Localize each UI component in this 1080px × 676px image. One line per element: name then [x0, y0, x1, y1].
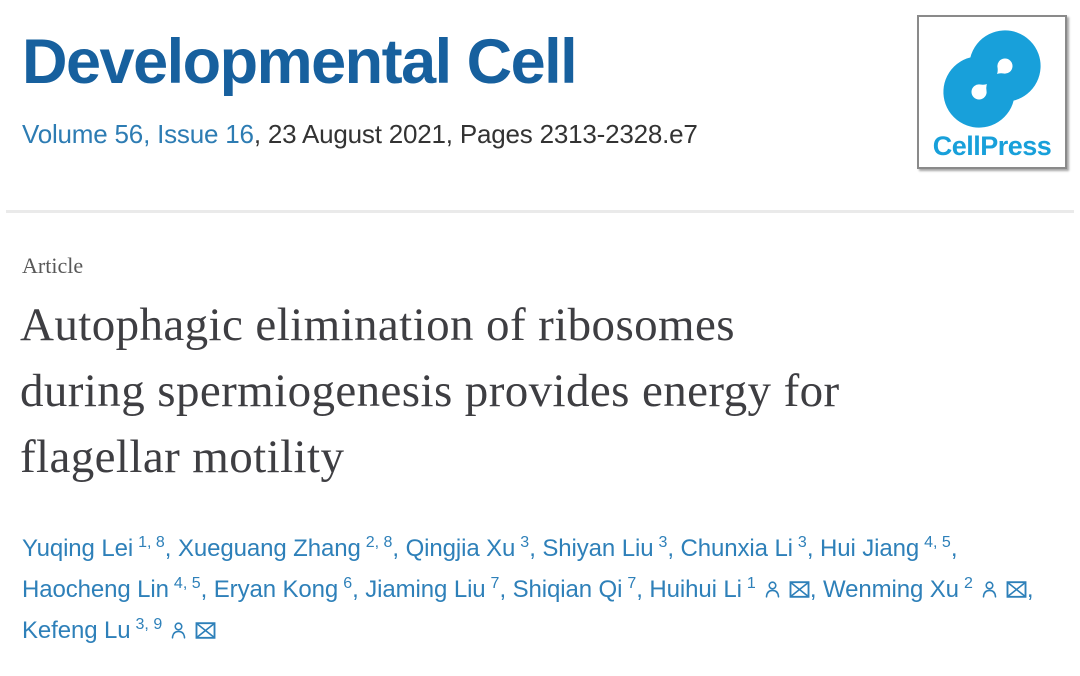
author-separator: , — [809, 576, 817, 603]
author-affiliation-superscript: 7 — [490, 575, 500, 592]
citation-line: Volume 56, Issue 16, 23 August 2021, Pag… — [22, 118, 1058, 150]
author-separator: , — [667, 535, 674, 562]
author-affiliation-superscript: 7 — [627, 575, 637, 592]
author-separator: , — [164, 535, 172, 562]
citation-date-pages: , 23 August 2021, Pages 2313-2328.e7 — [253, 119, 698, 149]
person-icon[interactable] — [170, 620, 187, 640]
author-affiliation-superscript: 4, 5 — [924, 534, 951, 551]
cellpress-logo[interactable]: CellPress — [917, 15, 1067, 169]
author-separator: , — [806, 535, 814, 562]
cellpress-logo-text: CellPress — [932, 131, 1052, 161]
author-affiliation-superscript: 3 — [658, 534, 668, 551]
author-entry: Qingjia Xu 3, — [405, 534, 536, 563]
article-title-line: during spermiogenesis provides energy fo… — [20, 365, 840, 417]
author-entry: Jiaming Liu 7, — [365, 575, 507, 604]
author-link[interactable]: Shiqian Qi — [512, 576, 623, 603]
author-link[interactable]: Kefeng Lu — [22, 617, 131, 644]
author-entry: Chunxia Li 3, — [680, 534, 814, 563]
author-affiliation-superscript: 3 — [797, 534, 807, 551]
author-separator: , — [636, 576, 643, 603]
author-affiliation-superscript: 2 — [963, 575, 973, 592]
article-title: Autophagic elimination of ribosomes duri… — [20, 292, 1065, 490]
envelope-icon[interactable] — [1006, 581, 1027, 598]
author-affiliation-superscript: 4, 5 — [173, 575, 201, 592]
person-icon[interactable] — [764, 579, 781, 599]
person-icon[interactable] — [981, 579, 998, 599]
author-link[interactable]: Chunxia Li — [680, 535, 794, 562]
author-link[interactable]: Eryan Kong — [213, 576, 339, 603]
author-entry: Shiqian Qi 7, — [512, 575, 643, 604]
volume-issue-link[interactable]: Volume 56, Issue 16 — [22, 119, 254, 149]
article-title-line: flagellar motility — [20, 431, 345, 483]
article-type-label: Article — [22, 253, 84, 278]
author-affiliation-superscript: 3, 9 — [135, 616, 163, 633]
header-divider — [6, 210, 1074, 213]
author-link[interactable]: Xueguang Zhang — [177, 535, 361, 562]
author-affiliation-superscript: 1, 8 — [138, 534, 165, 551]
article-title-line: Autophagic elimination of ribosomes — [20, 299, 735, 351]
author-link[interactable]: Huihui Li — [649, 576, 742, 603]
envelope-icon[interactable] — [789, 581, 810, 598]
author-separator: , — [950, 535, 958, 562]
author-entry: Xueguang Zhang 2, 8, — [177, 534, 399, 563]
author-link[interactable]: Haocheng Lin — [22, 576, 169, 603]
author-separator: , — [529, 535, 536, 562]
author-link[interactable]: Hui Jiang — [819, 535, 920, 562]
author-separator: , — [1026, 576, 1034, 603]
author-link[interactable]: Wenming Xu — [822, 576, 959, 603]
author-entry: Huihui Li 1, — [649, 575, 817, 604]
author-entry: Hui Jiang 4, 5, — [819, 534, 958, 563]
author-separator: , — [352, 576, 359, 603]
author-separator: , — [499, 576, 507, 603]
author-link[interactable]: Qingjia Xu — [405, 535, 516, 562]
author-entry: Wenming Xu 2, — [822, 575, 1034, 604]
author-link[interactable]: Yuqing Lei — [22, 535, 134, 562]
author-entry: Yuqing Lei 1, 8, — [22, 534, 172, 563]
author-entry: Shiyan Liu 3, — [542, 534, 674, 563]
envelope-icon[interactable] — [195, 622, 216, 639]
journal-header: Developmental Cell Volume 56, Issue 16, … — [0, 0, 1080, 169]
author-list: Yuqing Lei 1, 8, Xueguang Zhang 2, 8, Qing… — [22, 528, 1064, 651]
author-affiliation-superscript: 1 — [746, 575, 756, 592]
author-separator: , — [392, 535, 399, 562]
author-link[interactable]: Jiaming Liu — [365, 576, 486, 603]
author-separator: , — [200, 576, 208, 603]
author-link[interactable]: Shiyan Liu — [542, 535, 654, 562]
author-entry: Haocheng Lin 4, 5, — [22, 575, 208, 604]
author-entry: Eryan Kong 6, — [213, 575, 359, 604]
cellpress-swirl-icon — [943, 30, 1041, 128]
journal-title-link[interactable]: Developmental Cell — [22, 27, 578, 97]
author-affiliation-superscript: 3 — [520, 534, 530, 551]
author-entry: Kefeng Lu 3, 9 — [22, 617, 216, 644]
author-affiliation-superscript: 6 — [343, 575, 353, 592]
author-affiliation-superscript: 2, 8 — [365, 534, 393, 551]
